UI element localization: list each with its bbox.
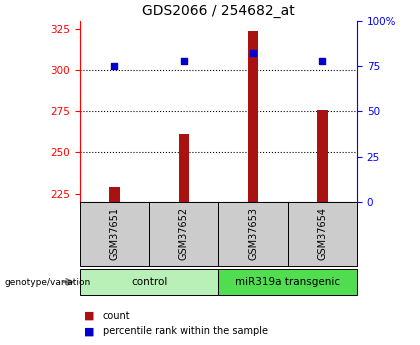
Bar [178,134,189,202]
Bar [109,187,120,202]
Bar [248,31,258,202]
Text: count: count [103,311,131,321]
Text: GSM37652: GSM37652 [179,207,189,260]
Text: ■: ■ [84,326,94,336]
Text: GSM37653: GSM37653 [248,207,258,260]
Text: GSM37654: GSM37654 [318,207,327,260]
Point [181,58,187,63]
Point [111,63,118,69]
Bar [317,110,328,202]
Text: GSM37651: GSM37651 [110,207,119,260]
Text: genotype/variation: genotype/variation [4,277,90,287]
Point [319,58,326,63]
Text: miR319a transgenic: miR319a transgenic [235,277,340,287]
Point [249,51,256,56]
Text: control: control [131,277,167,287]
Text: percentile rank within the sample: percentile rank within the sample [103,326,268,336]
Text: ■: ■ [84,311,94,321]
Title: GDS2066 / 254682_at: GDS2066 / 254682_at [142,4,295,18]
